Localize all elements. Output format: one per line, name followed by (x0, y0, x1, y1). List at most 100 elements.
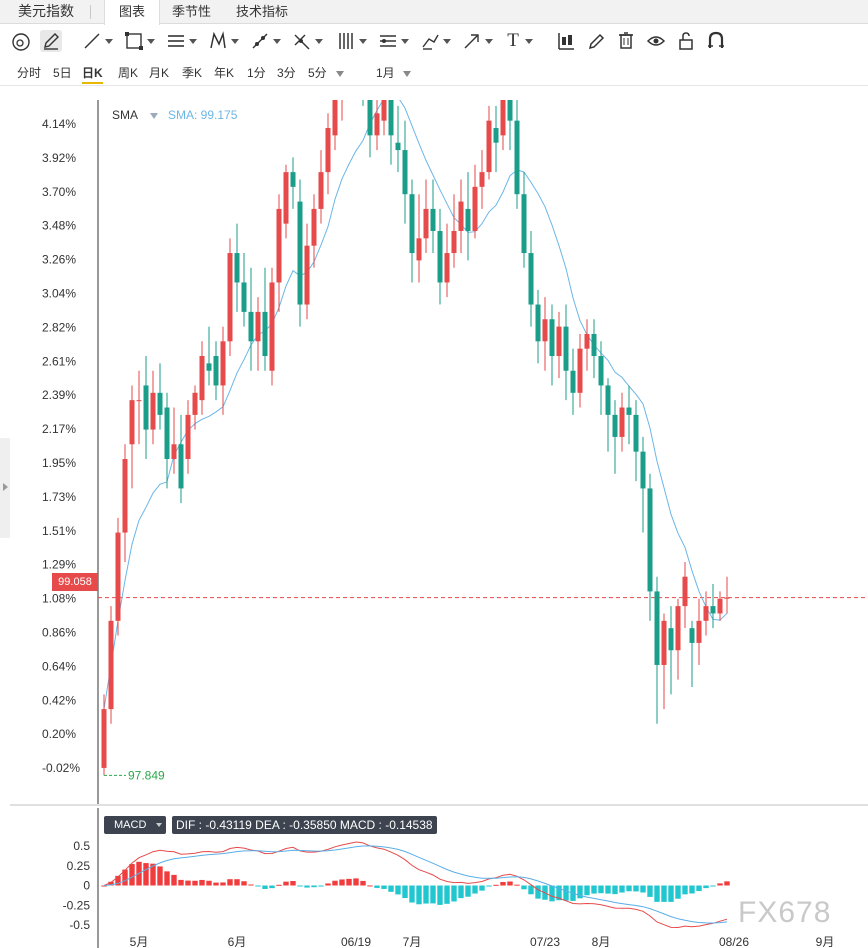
cross-tool-icon[interactable] (292, 30, 323, 52)
lock-icon[interactable] (676, 30, 696, 52)
macd-histogram-bar (129, 864, 135, 886)
tab-separator (90, 5, 91, 19)
sma-value: SMA: 99.175 (168, 108, 238, 122)
macd-histogram-bar (654, 885, 660, 902)
macd-histogram-bar (381, 885, 387, 889)
chevron-down-icon (525, 38, 533, 44)
period-daily[interactable]: 日K (82, 64, 103, 84)
sma-indicator-name[interactable]: SMA (112, 108, 139, 122)
macd-histogram-bar (276, 884, 282, 886)
arrow-tool-icon[interactable] (462, 30, 493, 52)
macd-chart[interactable]: 0.5 0.25 0 -0.25 -0.5 5月 6月 06/19 7月 07/23 8月 08/26… (0, 808, 868, 948)
candle (234, 253, 240, 283)
macd-dea-line (103, 845, 728, 924)
candle (682, 576, 688, 607)
text-tool-icon[interactable]: T (504, 30, 533, 52)
segment-tool-icon[interactable] (250, 30, 281, 52)
current-price-tag: 99.058 (52, 573, 98, 591)
hlines-tool-icon[interactable] (166, 30, 197, 52)
period-weekly[interactable]: 周K (118, 66, 139, 80)
price-chart[interactable]: 4.14% 3.92% 3.70% 3.48% 3.26% 3.04% 2.82% 2.61%… (0, 100, 868, 804)
candle (430, 208, 436, 231)
candle (164, 407, 170, 459)
candle (570, 370, 576, 393)
macd-y-tick-label: 0.25 (67, 859, 91, 873)
period-5min[interactable]: 5分 (308, 66, 327, 80)
y-tick-label: 3.48% (42, 219, 76, 233)
macd-histogram-bar (206, 880, 212, 886)
candle (276, 208, 282, 283)
x-tick-label: 07/23 (530, 935, 560, 948)
sidebar-expand-handle[interactable] (0, 438, 10, 538)
period-5d[interactable]: 5日 (53, 66, 72, 80)
panel-divider[interactable] (10, 804, 868, 806)
tab-chart[interactable]: 图表 (104, 0, 160, 25)
macd-values-readout: DIF : -0.43119 DEA : -0.35850 MACD : -0.… (172, 816, 437, 834)
candle (605, 385, 611, 415)
pencil-tool-icon[interactable] (40, 30, 62, 52)
line-tool-icon[interactable] (82, 30, 113, 52)
period-1min[interactable]: 1分 (247, 66, 266, 80)
macd-y-tick-label: -0.5 (69, 918, 90, 932)
macd-y-tick-label: 0 (83, 879, 90, 893)
candle (633, 414, 639, 452)
candle (409, 194, 415, 254)
app-title: 美元指数 (18, 3, 74, 19)
channel-tool-icon[interactable] (378, 30, 409, 52)
candle (108, 620, 114, 710)
candle (332, 100, 338, 136)
period-monthly[interactable]: 月K (149, 66, 170, 80)
macd-histogram-bar (675, 885, 681, 899)
fib-tool-icon[interactable] (336, 30, 367, 52)
edit-icon[interactable] (586, 30, 606, 52)
candle (192, 392, 198, 415)
macd-histogram-bar (626, 885, 632, 892)
candle (122, 459, 128, 533)
macd-indicator-select[interactable]: MACD (104, 816, 166, 834)
period-quarterly[interactable]: 季K (182, 66, 203, 80)
period-3min[interactable]: 3分 (277, 66, 296, 80)
period-yearly[interactable]: 年K (214, 66, 235, 80)
y-tick-label: 3.04% (42, 287, 76, 301)
macd-histogram-bar (423, 885, 429, 904)
period-bar: 分时 5日 日K 周K 月K 季K 年K 1分 3分 5分 1月 (0, 60, 868, 86)
y-tick-label: 1.08% (42, 592, 76, 606)
y-tick-label: 0.20% (42, 727, 76, 741)
magnet-icon[interactable] (706, 30, 726, 52)
candle (703, 606, 709, 621)
candle (647, 488, 653, 592)
tab-technical-indicators[interactable]: 技术指标 (236, 4, 289, 19)
eye-icon[interactable] (646, 30, 666, 52)
macd-histogram-bar (647, 885, 653, 897)
x-tick-label: 6月 (228, 935, 247, 948)
circle-tool-icon[interactable] (10, 30, 32, 52)
candle (241, 282, 247, 312)
eraser-line-tool-icon[interactable] (420, 30, 451, 52)
range-chevron-down-icon[interactable] (403, 71, 411, 77)
candle (283, 172, 289, 224)
period-more-chevron-icon[interactable] (336, 71, 344, 77)
chevron-down-icon (443, 38, 451, 44)
candle (507, 100, 513, 121)
candle (479, 172, 485, 187)
y-tick-label: 3.92% (42, 151, 76, 165)
range-select[interactable]: 1月 (376, 66, 395, 80)
candle-style-icon[interactable] (556, 30, 576, 52)
macd-histogram-bar (696, 885, 702, 892)
candle (689, 628, 695, 643)
tab-seasonality[interactable]: 季节性 (172, 4, 212, 19)
macd-histogram-bar (661, 885, 667, 902)
candle (612, 414, 618, 437)
rect-tool-icon[interactable] (124, 30, 155, 52)
candle (423, 208, 429, 239)
candle (437, 230, 443, 283)
sma-chevron-down-icon[interactable] (150, 113, 158, 119)
period-intraday[interactable]: 分时 (17, 66, 42, 80)
macd-histogram-bar (157, 866, 163, 886)
candle (178, 444, 184, 489)
trash-icon[interactable] (616, 30, 636, 52)
macd-histogram-bar (507, 881, 513, 886)
macd-histogram-bar (388, 885, 394, 892)
macd-histogram-bar (619, 885, 625, 893)
pattern-tool-icon[interactable] (208, 30, 239, 52)
